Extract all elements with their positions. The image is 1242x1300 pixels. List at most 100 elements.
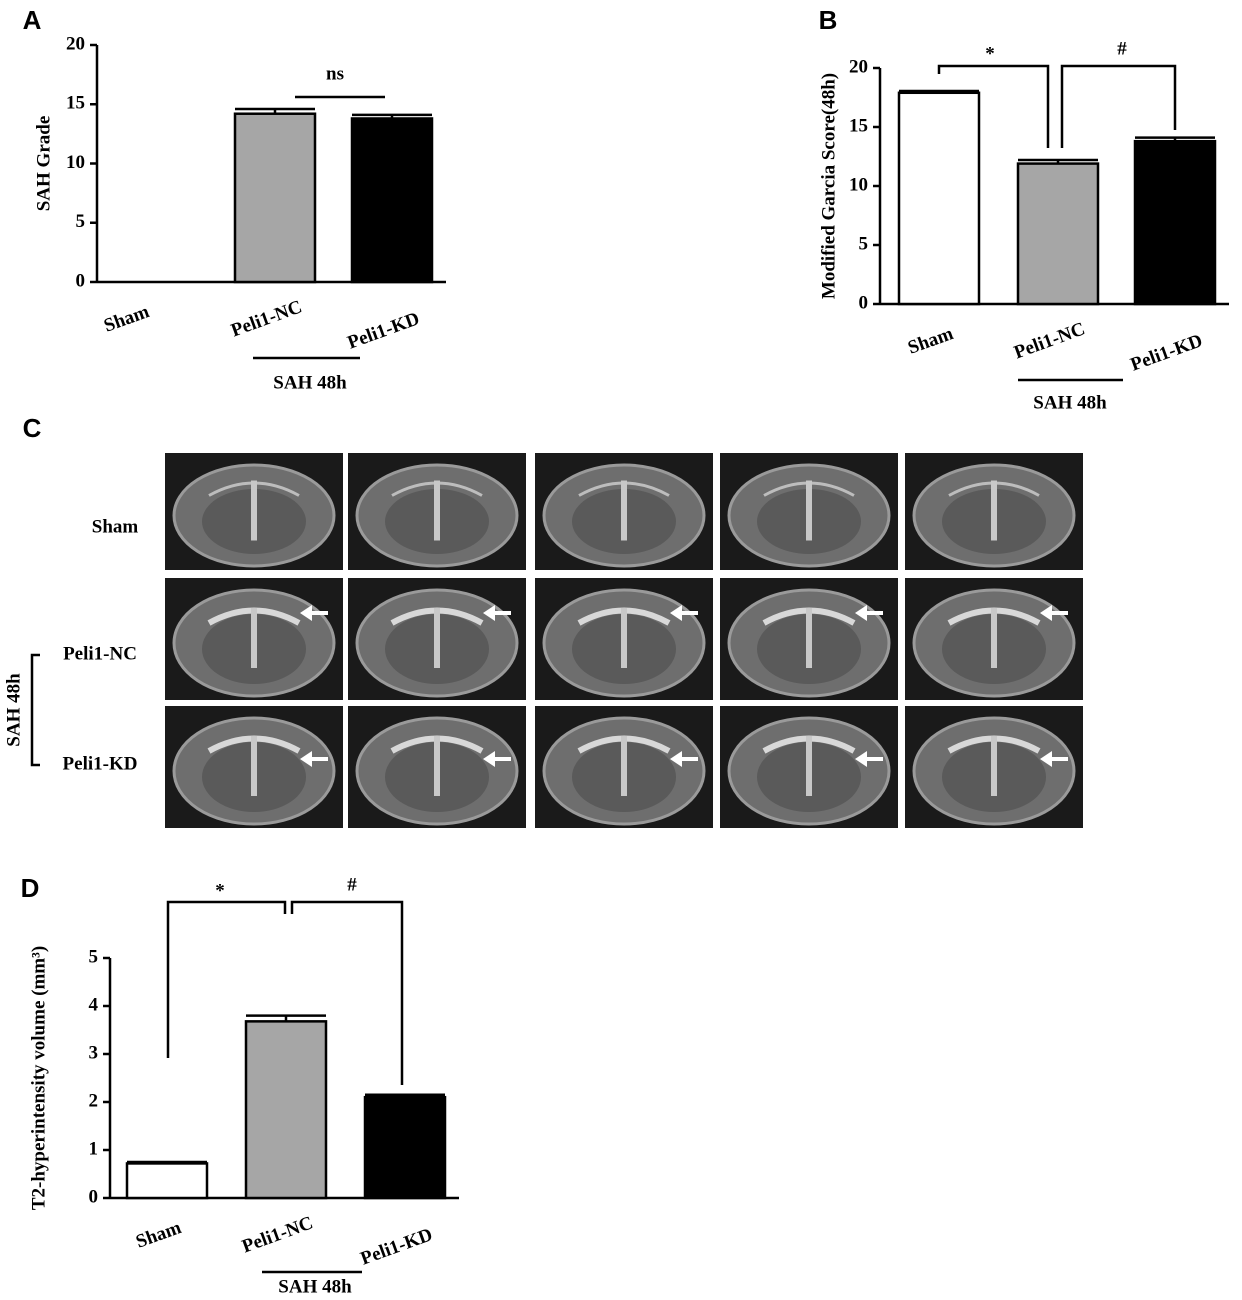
y-axis-label: SAH Grade [33,116,54,212]
midline [251,736,257,796]
midline [621,608,627,668]
y-axis-label: T2-hyperintensity volume (mm³) [28,946,49,1210]
group-label: SAH 48h [273,372,347,393]
x-tick-label: Peli1-KD [1128,330,1206,375]
mri-image [905,706,1083,828]
y-tick-label: 10 [849,174,868,195]
arrow-head [300,751,312,767]
y-tick-label: 2 [89,1090,99,1111]
y-tick-label: 20 [66,33,85,54]
x-tick-label: Peli1-NC [1011,318,1088,363]
mri-image [535,453,713,570]
annotation: * [985,43,995,64]
significance-bracket [166,900,287,1058]
midline [991,736,997,796]
arrow-head [670,751,682,767]
panel-letter: C [23,413,42,443]
group-label: SAH 48h [1033,392,1107,413]
arrow-head [1040,751,1052,767]
arrow-head [670,605,682,621]
midline [434,480,440,541]
midline [806,608,812,668]
midline [806,736,812,796]
annotation: ns [326,63,344,84]
y-tick-label: 1 [89,1138,99,1159]
midline [251,480,257,541]
y-tick-label: 5 [89,946,99,967]
midline [991,480,997,541]
bar [1133,139,1217,306]
y-tick-label: 5 [859,233,869,254]
annotation: # [1117,38,1127,59]
row-label: Sham [92,516,139,537]
mri-image [535,706,713,828]
mri-image [535,578,713,700]
error-bar [1135,136,1215,142]
y-axis-label: Modified Garcia Score(48h) [818,73,839,299]
group-label: SAH 48h [278,1276,352,1297]
mri-image [720,453,898,570]
bar [244,1020,328,1200]
midline [806,480,812,541]
annotation: * [215,880,225,901]
mri-image [165,578,343,700]
x-tick-label: Sham [905,323,956,359]
group-bracket [30,653,40,767]
midline [991,608,997,668]
bar [1016,162,1100,306]
bar [125,1162,209,1200]
x-tick-label: Peli1-NC [239,1212,316,1257]
midline [621,480,627,541]
y-tick-label: 0 [859,292,869,313]
y-tick-label: 10 [66,152,85,173]
row-label: Peli1-NC [63,643,137,664]
error-bar [352,113,432,119]
mri-image [905,578,1083,700]
bar [897,91,981,306]
mri-image [348,706,526,828]
y-tick-label: 15 [66,93,85,114]
significance-bracket [290,900,404,1085]
panel-letter: A [23,5,42,35]
mri-image [720,578,898,700]
y-tick-label: 4 [89,994,99,1015]
x-tick-label: Sham [101,301,152,337]
arrow-head [855,605,867,621]
panel-letter: D [21,873,40,903]
bar [363,1095,447,1200]
mri-image [720,706,898,828]
mri-image [165,706,343,828]
y-tick-label: 0 [89,1186,99,1207]
significance-bracket [937,64,1050,148]
mri-image [348,453,526,570]
group-label: SAH 48h [3,673,24,747]
arrow-head [300,605,312,621]
midline [434,608,440,668]
y-tick-label: 3 [89,1042,99,1063]
error-bar [235,107,315,114]
error-bar [246,1014,326,1022]
y-tick-label: 20 [849,56,868,77]
arrow-head [483,605,495,621]
mri-image [905,453,1083,570]
x-tick-label: Peli1-KD [345,308,423,353]
y-tick-label: 0 [76,270,86,291]
x-tick-label: Peli1-NC [228,296,305,341]
significance-bracket [1060,64,1177,148]
bar [233,112,317,284]
x-tick-label: Peli1-KD [358,1224,436,1269]
y-tick-label: 15 [849,115,868,136]
arrow-head [855,751,867,767]
panel-letter: B [819,5,838,35]
row-label: Peli1-KD [63,753,138,774]
midline [251,608,257,668]
midline [434,736,440,796]
arrow-head [1040,605,1052,621]
annotation: # [347,874,357,895]
x-tick-label: Sham [133,1217,184,1253]
mri-image [348,578,526,700]
error-bar [127,1160,207,1164]
y-tick-label: 5 [76,211,86,232]
error-bar [899,89,979,93]
